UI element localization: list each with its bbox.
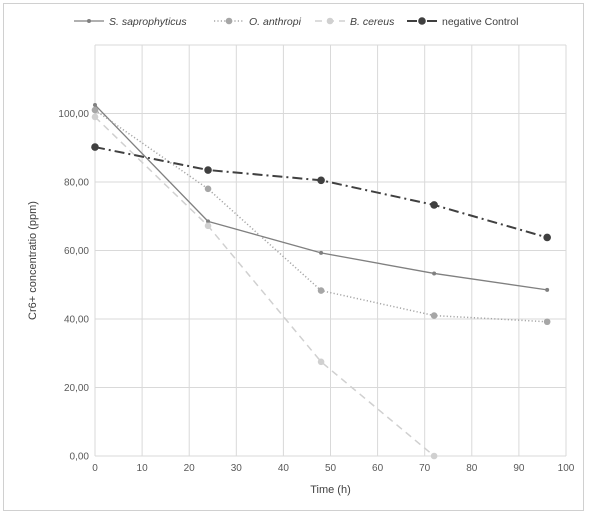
x-tick-label: 0 bbox=[92, 463, 98, 474]
data-point bbox=[430, 312, 438, 319]
y-tick-label: 40,00 bbox=[64, 315, 89, 326]
data-point bbox=[91, 106, 99, 114]
data-point bbox=[204, 166, 212, 174]
x-tick-label: 40 bbox=[278, 463, 290, 474]
y-tick-label: 0,00 bbox=[70, 452, 90, 463]
legend-item: B. cereus bbox=[315, 16, 395, 28]
data-point bbox=[543, 233, 551, 242]
data-point bbox=[430, 201, 438, 209]
series-2 bbox=[91, 113, 438, 460]
data-point bbox=[432, 271, 437, 276]
data-point bbox=[317, 358, 325, 366]
x-tick-label: 50 bbox=[325, 463, 337, 474]
data-point bbox=[545, 287, 550, 292]
y-axis-title: Cr6+ concentratio (ppm) bbox=[27, 201, 39, 320]
legend-item: negative Control bbox=[407, 16, 518, 28]
x-tick-label: 30 bbox=[231, 463, 243, 474]
data-point bbox=[319, 250, 324, 255]
x-tick-label: 70 bbox=[419, 463, 431, 474]
x-axis-title: Time (h) bbox=[310, 484, 351, 496]
legend-label: S. saprophyticus bbox=[109, 16, 187, 28]
series-1 bbox=[91, 106, 551, 326]
data-point bbox=[91, 113, 99, 121]
legend-swatch-marker bbox=[87, 19, 91, 23]
legend-swatch-marker bbox=[418, 17, 426, 25]
data-point bbox=[317, 176, 325, 185]
series-3 bbox=[91, 143, 551, 242]
data-point bbox=[543, 318, 551, 326]
x-tick-label: 90 bbox=[513, 463, 525, 474]
x-tick-label: 60 bbox=[372, 463, 384, 474]
data-point bbox=[430, 452, 438, 460]
y-tick-label: 80,00 bbox=[64, 178, 89, 189]
x-tick-label: 80 bbox=[466, 463, 478, 474]
data-point bbox=[204, 185, 212, 193]
gridlines bbox=[94, 44, 567, 457]
y-tick-label: 20,00 bbox=[64, 383, 89, 394]
legend-item: S. saprophyticus bbox=[74, 16, 187, 28]
y-tick-label: 100,00 bbox=[58, 109, 89, 120]
data-point bbox=[91, 143, 99, 151]
data-point bbox=[317, 287, 325, 294]
series-0 bbox=[93, 102, 550, 292]
legend-label: negative Control bbox=[442, 16, 518, 28]
chart-frame bbox=[3, 3, 584, 511]
legend-swatch-marker bbox=[225, 17, 233, 25]
data-point bbox=[93, 102, 97, 107]
legend-item: O. anthropi bbox=[214, 16, 302, 28]
x-tick-label: 10 bbox=[137, 463, 149, 474]
legend-label: O. anthropi bbox=[249, 16, 302, 28]
x-tick-label: 20 bbox=[184, 463, 196, 474]
series-line bbox=[94, 116, 435, 457]
legend-label: B. cereus bbox=[350, 16, 395, 28]
x-tick-label: 100 bbox=[558, 463, 575, 474]
data-point bbox=[206, 219, 211, 224]
legend-swatch-marker bbox=[326, 17, 334, 25]
data-point bbox=[204, 222, 212, 230]
series-line bbox=[94, 104, 548, 291]
axes: 0 10 20 30 40 50 60 70 80 90 100 0,00 20,00 40,00 60,0… bbox=[58, 109, 574, 474]
series-group bbox=[91, 102, 551, 460]
y-tick-label: 60,00 bbox=[64, 246, 89, 257]
legend: S. saprophyticus O. anthropi B. cereus nega… bbox=[74, 16, 518, 28]
series-line bbox=[94, 146, 548, 239]
